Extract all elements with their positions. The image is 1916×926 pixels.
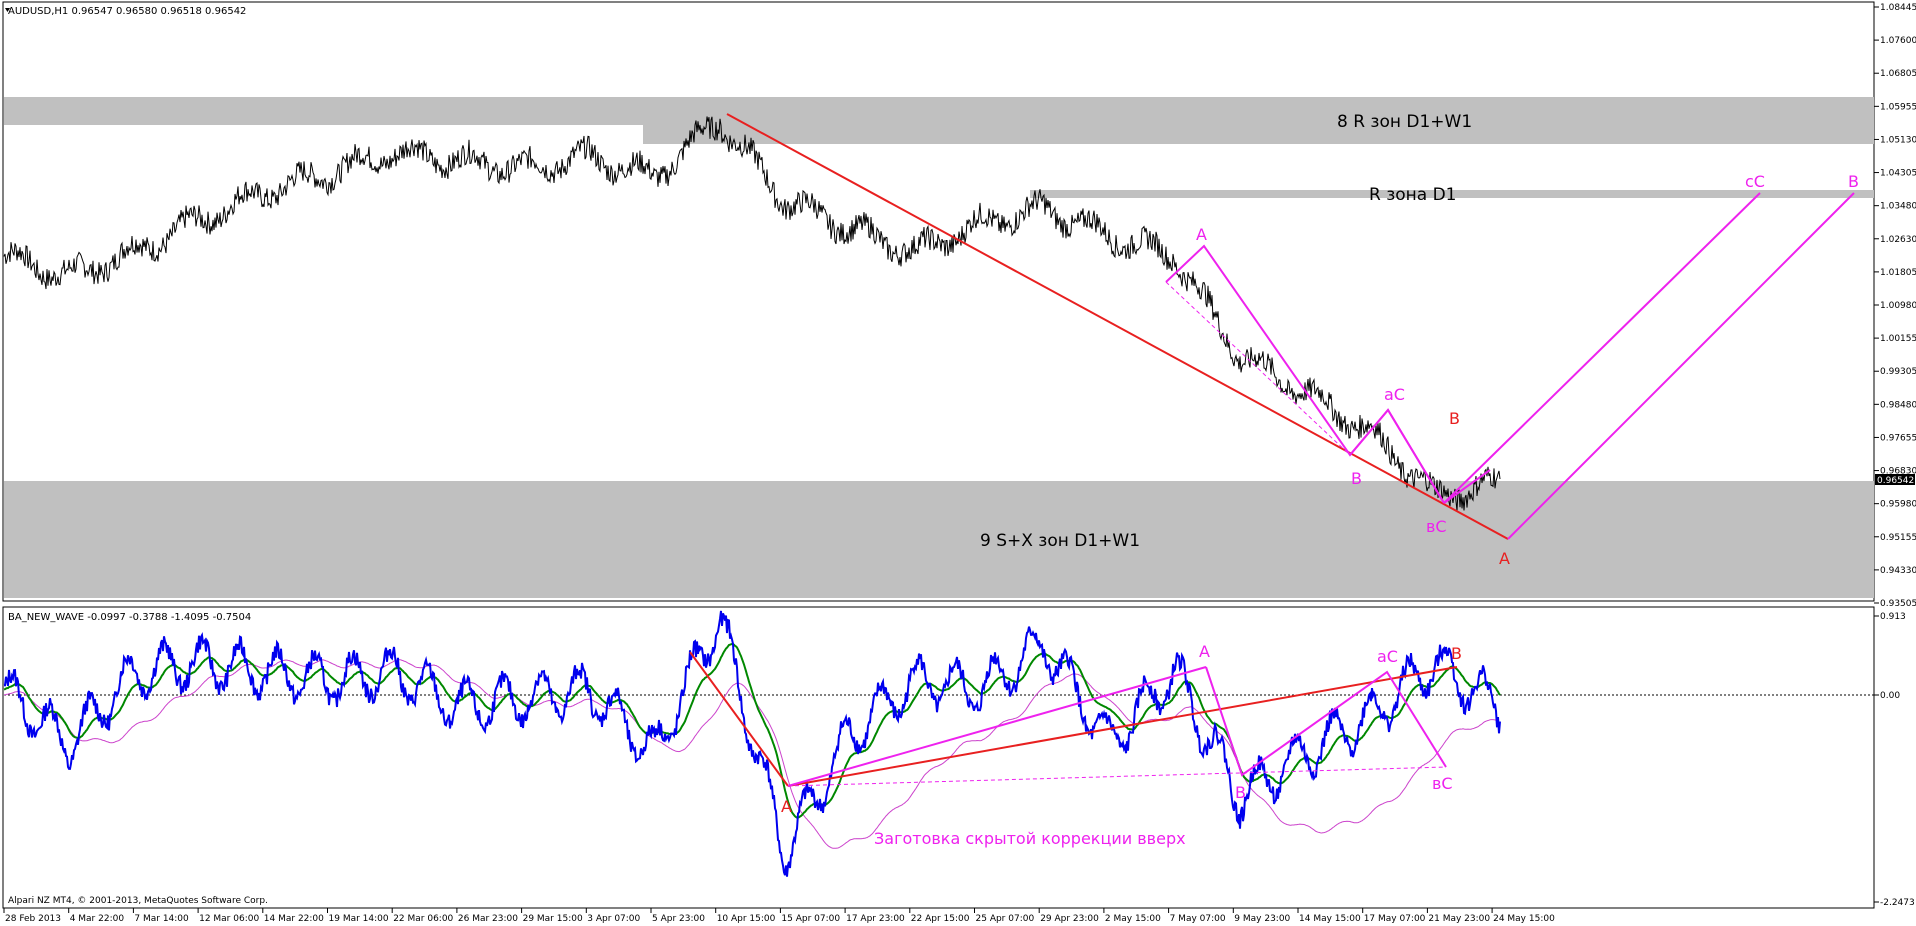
sub-label-a-top: A xyxy=(1199,642,1210,661)
sub-label-vc: вС xyxy=(1432,774,1453,793)
y-tick-label: 0.913 xyxy=(1880,612,1906,622)
y-tick-label: 1.06805 xyxy=(1880,69,1916,79)
x-tick-label: 28 Feb 2013 xyxy=(5,914,61,924)
resistance-zone-top xyxy=(4,97,1874,125)
main-title: AUDUSD,H1 0.96547 0.96580 0.96518 0.9654… xyxy=(8,6,246,17)
current-price-box xyxy=(1875,474,1915,485)
trend-line-main xyxy=(726,113,1509,540)
x-tick-label: 25 Apr 07:00 xyxy=(976,914,1035,924)
fast-line xyxy=(3,610,1501,877)
x-tick-label: 29 Mar 15:00 xyxy=(523,914,583,924)
resistance-zone-top-ext xyxy=(643,125,1874,144)
target-line-cc xyxy=(1443,192,1761,504)
wave-label-a-red: A xyxy=(1499,549,1510,568)
y-tick-label: 1.08445 xyxy=(1880,3,1916,13)
zone-label-r-w1: 8 R зон D1+W1 xyxy=(1337,112,1472,132)
x-tick-label: 22 Apr 15:00 xyxy=(911,914,970,924)
sub-title: BA_NEW_WAVE -0.0997 -0.3788 -1.4095 -0.7… xyxy=(8,612,251,623)
x-tick-label: 9 May 23:00 xyxy=(1234,914,1290,924)
x-tick-label: 29 Apr 23:00 xyxy=(1040,914,1099,924)
sub-label-ac: аС xyxy=(1377,647,1398,666)
x-axis: 28 Feb 2013 4 Mar 22:00 7 Mar 14:00 12 Mar … xyxy=(3,908,1555,924)
x-tick-label: 14 May 15:00 xyxy=(1299,914,1361,924)
indicator-series xyxy=(3,610,1501,877)
y-tick-label: 0.95155 xyxy=(1880,533,1916,543)
wave-label-b-low: B xyxy=(1351,469,1362,488)
x-tick-label: 17 May 07:00 xyxy=(1364,914,1426,924)
y-axis-sub: 0.913 0.00 -2.2473 xyxy=(1874,612,1915,908)
wave-line-bc xyxy=(1349,408,1445,504)
x-tick-label: 2 May 15:00 xyxy=(1105,914,1161,924)
support-zone xyxy=(4,481,1874,598)
y-tick-label: 0.97655 xyxy=(1880,433,1916,443)
x-tick-label: 12 Mar 06:00 xyxy=(199,914,259,924)
y-axis-main: 1.08445 1.07600 1.06805 1.05955 1.05130 1.043… xyxy=(1874,3,1916,609)
x-tick-label: 10 Apr 15:00 xyxy=(717,914,776,924)
sub-trend-down xyxy=(689,651,789,787)
sub-wave-path xyxy=(1205,666,1447,777)
price-line xyxy=(3,116,1501,511)
x-tick-label: 4 Mar 22:00 xyxy=(70,914,125,924)
current-price-label: 0.96542 xyxy=(1877,476,1914,486)
sub-trend-red xyxy=(787,666,1458,787)
x-tick-label: 15 Apr 07:00 xyxy=(781,914,840,924)
wave-label-cc: сС xyxy=(1745,172,1765,191)
zone-label-s: 9 S+X зон D1+W1 xyxy=(980,531,1140,551)
x-tick-label: 5 Apr 23:00 xyxy=(652,914,705,924)
wave-dashed-main xyxy=(1165,281,1351,456)
zone-label-r-d1: R зона D1 xyxy=(1369,185,1457,205)
x-tick-label: 19 Mar 14:00 xyxy=(329,914,389,924)
y-tick-label: 1.04305 xyxy=(1880,169,1916,179)
wave-label-a-top: A xyxy=(1196,225,1207,244)
y-tick-label: 0.93505 xyxy=(1880,599,1916,609)
y-tick-label: 1.03480 xyxy=(1880,202,1916,212)
y-tick-label: 0.00 xyxy=(1880,691,1900,701)
channel-line-lower xyxy=(1443,469,1491,504)
x-tick-label: 26 Mar 23:00 xyxy=(458,914,518,924)
x-tick-label: 3 Apr 07:00 xyxy=(587,914,640,924)
menu-triangle-icon[interactable] xyxy=(5,8,10,12)
x-tick-label: 22 Mar 06:00 xyxy=(393,914,453,924)
x-tick-label: 7 May 07:00 xyxy=(1170,914,1226,924)
y-tick-label: 0.95980 xyxy=(1880,500,1916,510)
sub-dashed xyxy=(787,766,1447,787)
wave-label-vc: вС xyxy=(1426,517,1447,536)
y-tick-label: 1.00155 xyxy=(1880,334,1916,344)
y-tick-label: 0.96830 xyxy=(1880,467,1916,477)
x-tick-label: 7 Mar 14:00 xyxy=(134,914,189,924)
y-tick-label: 1.01805 xyxy=(1880,268,1916,278)
y-tick-label: 0.94330 xyxy=(1880,566,1916,576)
wave-label-b-red: B xyxy=(1449,409,1460,428)
x-tick-label: 17 Apr 23:00 xyxy=(846,914,905,924)
x-tick-label: 14 Mar 22:00 xyxy=(264,914,324,924)
x-tick-label: 24 May 15:00 xyxy=(1493,914,1555,924)
wave-label-b-target: B xyxy=(1848,172,1859,191)
y-tick-label: 0.98480 xyxy=(1880,400,1916,410)
y-tick-label: 1.00980 xyxy=(1880,301,1916,311)
y-tick-label: 0.99305 xyxy=(1880,367,1916,377)
sub-label-a-start: A xyxy=(781,797,792,816)
y-tick-label: 1.05955 xyxy=(1880,102,1916,112)
target-line-b xyxy=(1507,192,1855,540)
y-tick-label: 1.02630 xyxy=(1880,235,1916,245)
price-series xyxy=(3,116,1501,511)
resistance-zone-d1 xyxy=(1030,190,1874,198)
sub-wave-a xyxy=(787,666,1207,787)
indicator-panel xyxy=(2,606,1875,909)
y-tick-label: 1.05130 xyxy=(1880,135,1916,145)
sub-label-b-red: B xyxy=(1451,644,1462,663)
y-tick-label: 1.07600 xyxy=(1880,36,1916,46)
footer-copyright: Alpari NZ MT4, © 2001-2013, MetaQuotes S… xyxy=(8,896,268,906)
sub-label-b: B xyxy=(1235,783,1246,802)
x-tick-label: 21 May 23:00 xyxy=(1428,914,1490,924)
wave-label-ac: аС xyxy=(1384,385,1405,404)
sub-annotation: Заготовка скрытой коррекции вверх xyxy=(874,829,1186,848)
y-tick-label: -2.2473 xyxy=(1880,898,1915,908)
